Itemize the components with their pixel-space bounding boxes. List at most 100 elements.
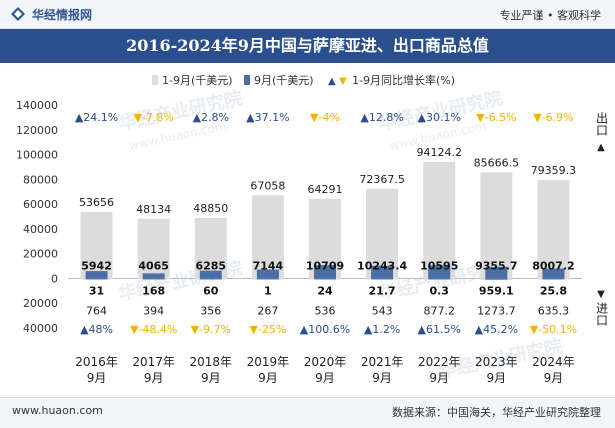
import-growth-label: ▼-50.1%: [530, 323, 577, 336]
import-growth-label: ▲61.5%: [418, 323, 461, 336]
export-month-label: 10709: [306, 259, 344, 272]
up-arrow-icon: ▲: [597, 142, 605, 153]
export-growth-label: ▼-4%: [310, 111, 340, 124]
export-label-text: 出口: [594, 112, 609, 136]
export-cumulative-label: 67058: [250, 179, 285, 192]
export-cumulative-label: 53656: [79, 196, 114, 209]
import-month-bar: [256, 278, 279, 280]
x-category-label: 2019年 9月: [247, 355, 290, 385]
huajing-logo-icon: [11, 7, 25, 21]
export-cumulative-label: 79359.3: [531, 164, 577, 177]
x-category-line: 9月: [315, 371, 335, 385]
export-cumulative-label: 85666.5: [474, 156, 520, 169]
import-month-label: 25.8: [540, 284, 567, 297]
x-category-label: 2021年 9月: [361, 355, 404, 385]
export-month-bar: [199, 270, 222, 279]
export-growth-label: ▼-6.5%: [476, 111, 516, 124]
import-month-bar: [485, 278, 508, 280]
y-tick-label: 140000: [16, 99, 58, 112]
chart-bars: [80, 161, 570, 281]
site-name[interactable]: 华经情报网: [32, 8, 93, 22]
import-cumulative-label: 543: [372, 304, 393, 317]
import-month-label: 24: [317, 284, 333, 297]
x-category-label: 2018年 9月: [190, 355, 233, 385]
import-growth-label: ▲48%: [80, 323, 113, 336]
chart-title: 2016-2024年9月中国与萨摩亚进、出口商品总值: [126, 36, 489, 55]
legend-cumulative-label: 1-9月(千美元): [162, 74, 233, 87]
import-month-label: 21.7: [369, 284, 396, 297]
import-label-text: 进口: [594, 302, 609, 326]
export-month-bar: [428, 265, 451, 279]
x-category-label: 2020年 9月: [304, 355, 347, 385]
x-category-line: 2019年: [247, 355, 290, 369]
footer-url[interactable]: www.huaon.com: [12, 404, 103, 417]
import-month-label: 60: [203, 284, 219, 297]
export-month-label: 7144: [253, 259, 284, 272]
export-month-label: 10243.4: [357, 259, 407, 272]
import-cumulative-label: 267: [257, 304, 278, 317]
export-growth-label: ▲12.8%: [360, 111, 403, 124]
chart-grid: 40000 20000 0 20000 40000 60000 80000 100000 120…: [16, 99, 582, 335]
legend-up-triangle-icon: ▲: [328, 76, 336, 87]
import-cumulative-label: 635.3: [538, 304, 570, 317]
export-cumulative-label: 48850: [193, 202, 228, 215]
x-category-line: 9月: [258, 371, 278, 385]
export-cumulative-bar: [309, 198, 341, 279]
import-month-label: 959.1: [479, 284, 514, 297]
export-cumulative-bar: [366, 188, 399, 279]
import-month-bar: [314, 278, 336, 280]
import-month-label: 168: [142, 284, 165, 297]
import-side-label: ▼ 进口: [593, 287, 609, 330]
import-month-bar: [199, 278, 222, 280]
import-month-label: 31: [89, 284, 104, 297]
legend-growth-label: 1-9月同比增长率(%): [352, 73, 455, 87]
x-category-line: 9月: [372, 371, 392, 385]
import-month-bar: [142, 278, 165, 280]
import-growth-label: ▼-9.7%: [191, 323, 231, 336]
x-category-line: 2023年: [475, 355, 518, 369]
export-cumulative-bar: [537, 180, 570, 279]
export-month-bar: [371, 265, 394, 279]
export-growth-label: ▲37.1%: [246, 111, 289, 124]
export-growth-label: ▼-7.8%: [133, 111, 173, 124]
export-growth-label: ▲24.1%: [75, 111, 118, 124]
import-month-label: 0.3: [429, 284, 449, 297]
import-growth-label: ▲100.6%: [300, 323, 350, 336]
export-cumulative-bar: [80, 211, 113, 279]
x-category-line: 2017年: [132, 355, 175, 369]
x-category-line: 9月: [201, 371, 221, 385]
import-month-bar: [542, 278, 565, 280]
export-month-bar: [142, 273, 165, 279]
import-month-bar: [371, 278, 394, 280]
export-cumulative-bar: [480, 172, 513, 279]
y-tick-label: 20000: [23, 297, 58, 310]
import-cumulative-label: 764: [86, 304, 107, 317]
x-category-label: 2016年 9月: [75, 355, 118, 385]
export-cumulative-bar: [251, 195, 284, 279]
x-category-line: 9月: [544, 371, 564, 385]
x-category-label: 2023年 9月: [475, 355, 518, 385]
down-arrow-icon: ▼: [597, 289, 605, 300]
export-cumulative-bar: [423, 161, 456, 279]
export-month-bar: [314, 265, 336, 279]
export-month-bar: [485, 266, 508, 279]
export-month-label: 5942: [81, 259, 112, 272]
import-cumulative-label: 1273.7: [477, 304, 516, 317]
export-growth-label: ▲30.1%: [418, 111, 461, 124]
export-cumulative-label: 72367.5: [359, 173, 405, 186]
y-tick-label: 100000: [16, 149, 58, 162]
tagline: 专业严谨 • 客观科学: [499, 9, 601, 22]
export-month-label: 10595: [420, 259, 458, 272]
export-growth-label: ▲2.8%: [193, 111, 229, 124]
y-tick-label: 0: [51, 272, 58, 285]
export-month-label: 8007.2: [532, 259, 574, 272]
footer-bar: [0, 397, 615, 428]
import-cumulative-label: 394: [143, 304, 164, 317]
export-cumulative-bar: [137, 218, 170, 279]
chart-legend: 1-9月(千美元) 9月(千美元) ▲ ▼ 1-9月同比增长率(%): [152, 73, 455, 87]
export-month-label: 6285: [195, 259, 226, 272]
import-growth-label: ▲1.2%: [364, 323, 400, 336]
x-category-line: 2018年: [190, 355, 233, 369]
x-category-line: 9月: [144, 371, 164, 385]
